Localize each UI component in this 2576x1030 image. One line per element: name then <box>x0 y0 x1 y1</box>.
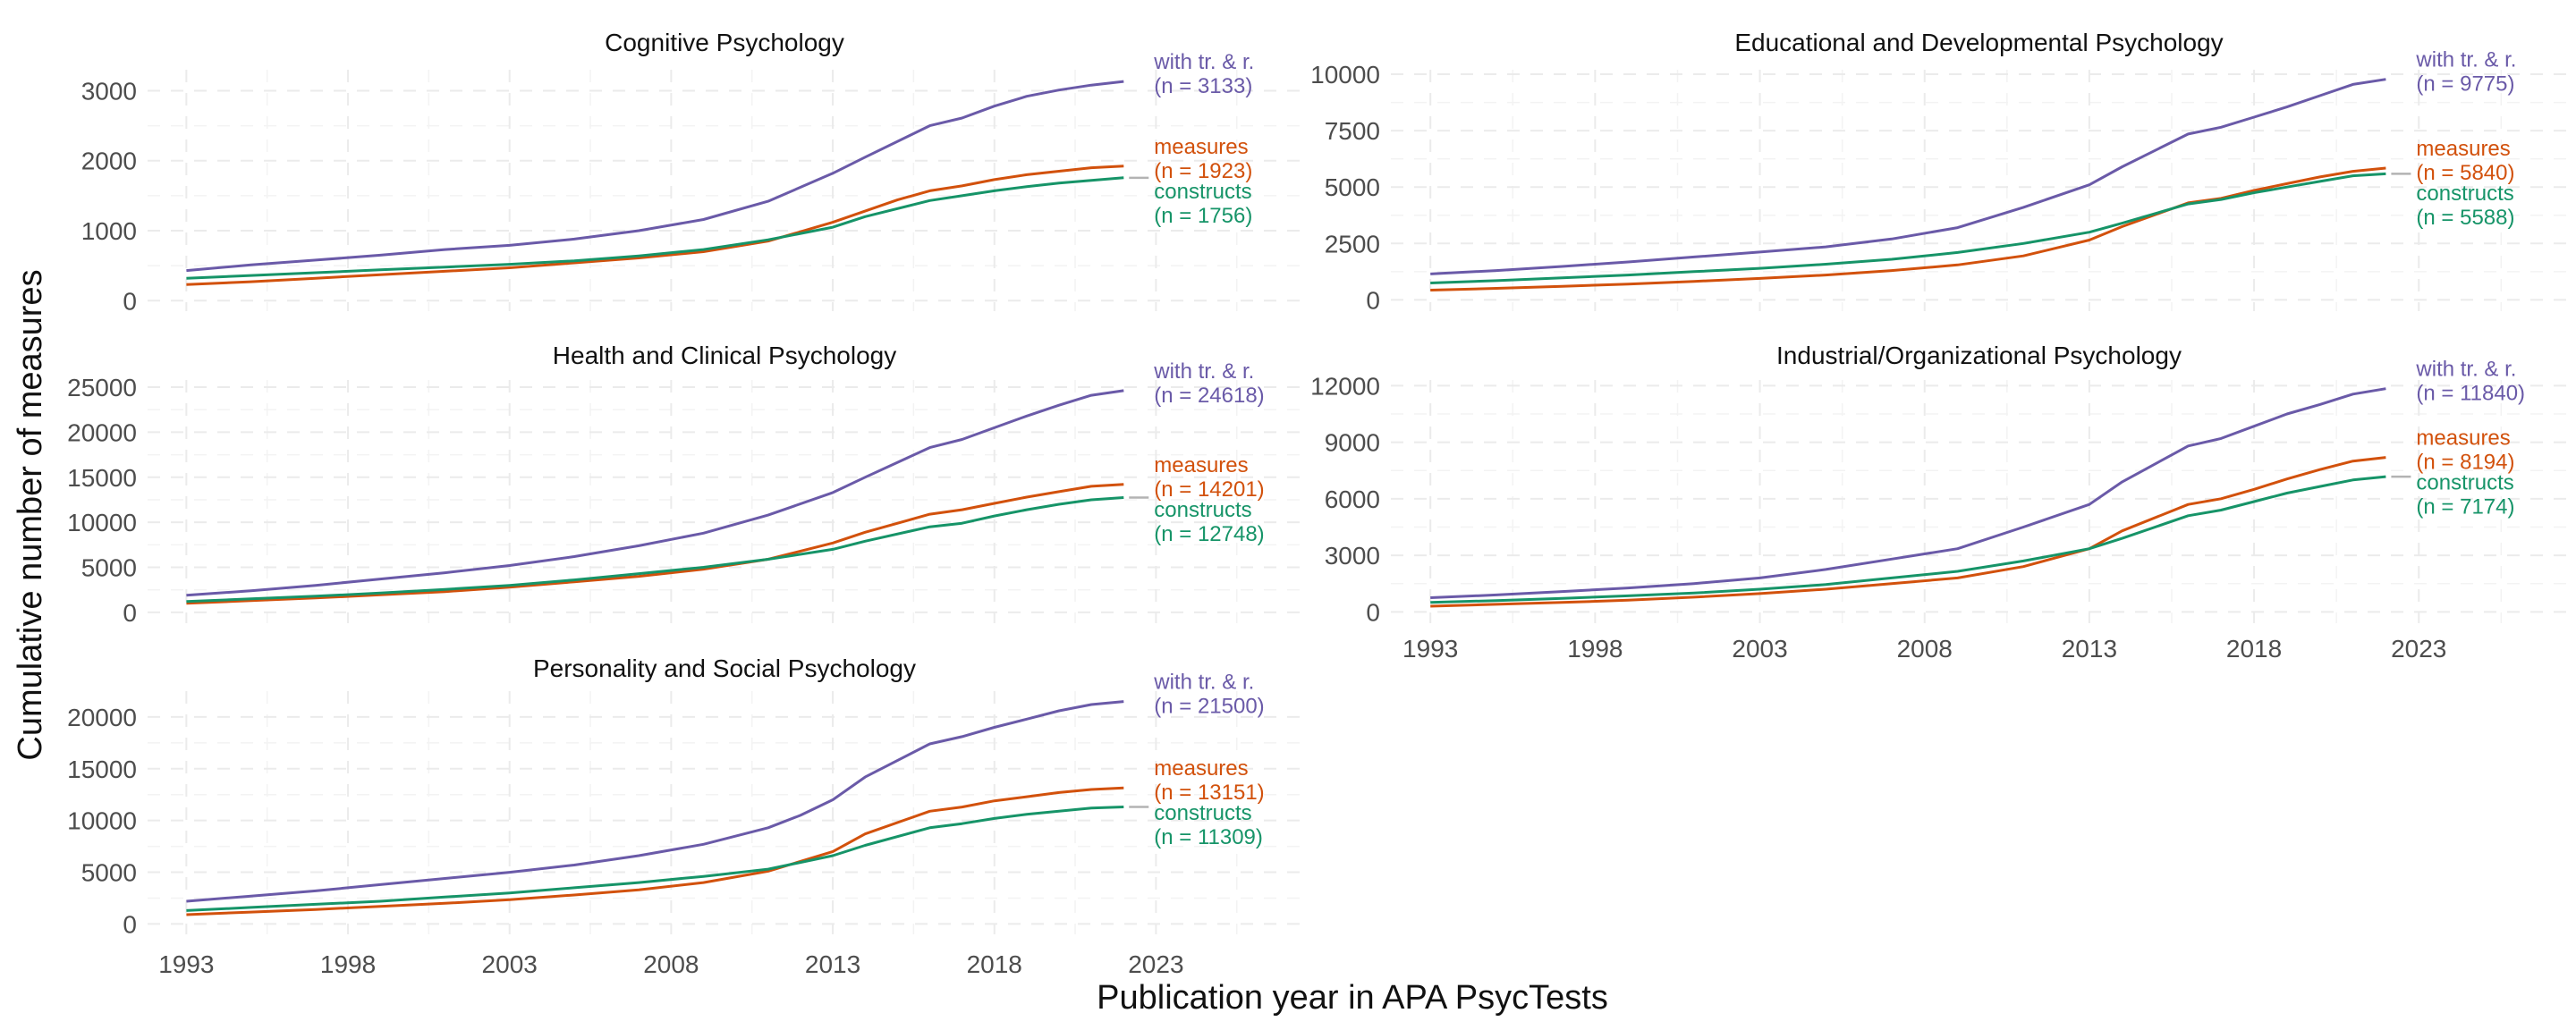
series-line-measures <box>186 786 1124 916</box>
series-label-count: (n = 13151) <box>1154 781 1264 805</box>
series-label-name: measures <box>2416 137 2510 161</box>
series-label-count: (n = 11840) <box>2416 382 2525 406</box>
series-label-count: (n = 8194) <box>2416 451 2514 475</box>
series-line-constructs <box>186 806 1124 912</box>
y-tick-label: 12000 <box>1310 372 1380 400</box>
panel-3: 0 5000 10000 15000 20000 25000 Health and Clin… <box>67 342 1301 627</box>
series-label-count: (n = 12748) <box>1154 522 1264 546</box>
panel-title: Cognitive Psychology <box>605 29 844 56</box>
panel-title: Industrial/Organizational Psychology <box>1776 342 2182 369</box>
y-tick-label: 20000 <box>67 704 137 731</box>
x-tick-label: 2023 <box>2391 635 2446 663</box>
series-label-name: constructs <box>1154 498 1251 522</box>
x-axis-title: Publication year in APA PsycTests <box>1097 979 1608 1017</box>
y-tick-label: 5000 <box>1325 173 1380 201</box>
series-line-measures <box>1430 166 2386 291</box>
series-label-count: (n = 5588) <box>2416 206 2514 230</box>
panel-title: Educational and Developmental Psychology <box>1734 29 2223 56</box>
series-label-name: constructs <box>1154 801 1251 825</box>
y-tick-label: 15000 <box>67 464 137 492</box>
series-label-count: (n = 1923) <box>1154 159 1252 183</box>
y-tick-label: 1000 <box>81 217 137 245</box>
x-tick-label: 1998 <box>320 950 376 978</box>
y-tick-label: 0 <box>1366 598 1380 626</box>
series-label-name: measures <box>2416 426 2510 451</box>
series-label-count: (n = 5840) <box>2416 161 2514 185</box>
series-label-count: (n = 11309) <box>1154 825 1263 849</box>
x-tick-label: 1993 <box>1402 635 1458 663</box>
series-line-measures <box>1430 456 2386 608</box>
x-tick-label: 2003 <box>482 950 538 978</box>
series-line-constructs <box>1430 172 2386 284</box>
x-tick-label: 2013 <box>805 950 860 978</box>
panel-1: 0 1000 2000 3000 Cognitive Psychology with tr… <box>81 29 1301 315</box>
y-tick-label: 2000 <box>81 148 137 175</box>
panel-title: Health and Clinical Psychology <box>553 342 896 369</box>
y-tick-label: 15000 <box>67 756 137 783</box>
x-tick-label: 1998 <box>1567 635 1623 663</box>
series-label-name: with tr. & r. <box>1153 50 1254 74</box>
panel-title: Personality and Social Psychology <box>533 654 916 682</box>
y-tick-label: 20000 <box>67 418 137 446</box>
series-line-constructs <box>186 496 1124 604</box>
y-tick-label: 10000 <box>67 807 137 835</box>
panel-5: 0 5000 10000 15000 20000 1993 1998 2003 2008 2013… <box>67 654 1301 978</box>
y-tick-label: 2500 <box>1325 230 1380 258</box>
y-tick-label: 25000 <box>67 374 137 401</box>
y-tick-label: 0 <box>123 287 137 315</box>
y-tick-label: 10000 <box>67 509 137 536</box>
series-label-name: measures <box>1154 453 1248 477</box>
series-label-name: with tr. & r. <box>1153 359 1254 384</box>
series-label-name: constructs <box>1154 180 1251 204</box>
series-label-name: constructs <box>2416 471 2513 495</box>
x-tick-label: 2018 <box>967 950 1022 978</box>
series-line-with-tr <box>186 389 1124 597</box>
y-tick-label: 5000 <box>81 859 137 887</box>
x-tick-label: 2013 <box>2062 635 2117 663</box>
series-label-count: (n = 1756) <box>1154 204 1252 228</box>
x-tick-label: 1993 <box>158 950 214 978</box>
series-label-count: (n = 9775) <box>2416 72 2514 97</box>
series-label-name: measures <box>1154 756 1248 781</box>
y-tick-label: 5000 <box>81 554 137 582</box>
series-label-count: (n = 21500) <box>1154 695 1264 719</box>
series-line-constructs <box>1430 475 2386 604</box>
y-tick-label: 0 <box>123 599 137 627</box>
x-tick-label: 2018 <box>2226 635 2282 663</box>
panel-4: 0 3000 6000 9000 12000 1993 1998 2003 2008 2013 20… <box>1310 342 2567 663</box>
y-tick-label: 7500 <box>1325 117 1380 145</box>
series-line-with-tr <box>186 700 1124 903</box>
x-tick-label: 2008 <box>1897 635 1953 663</box>
y-tick-label: 3000 <box>81 77 137 105</box>
series-line-with-tr <box>1430 78 2386 275</box>
y-axis-title: Cumulative number of measures <box>12 269 49 760</box>
x-tick-label: 2023 <box>1128 950 1183 978</box>
y-tick-label: 9000 <box>1325 429 1380 457</box>
y-tick-label: 3000 <box>1325 542 1380 570</box>
panels: 0 1000 2000 3000 Cognitive Psychology with tr… <box>67 29 2567 978</box>
series-line-with-tr <box>1430 387 2386 599</box>
x-tick-label: 2003 <box>1732 635 1787 663</box>
x-tick-label: 2008 <box>643 950 699 978</box>
y-tick-label: 0 <box>123 910 137 938</box>
series-label-count: (n = 24618) <box>1154 384 1264 408</box>
series-label-count: (n = 3133) <box>1154 74 1252 98</box>
y-tick-label: 10000 <box>1310 61 1380 89</box>
series-label-name: constructs <box>2416 182 2513 206</box>
y-tick-label: 6000 <box>1325 485 1380 513</box>
series-line-measures <box>186 165 1124 286</box>
series-label-count: (n = 7174) <box>2416 495 2514 519</box>
series-label-name: with tr. & r. <box>2415 48 2516 72</box>
series-label-name: measures <box>1154 135 1248 159</box>
series-label-name: with tr. & r. <box>1153 671 1254 695</box>
y-tick-label: 0 <box>1366 286 1380 314</box>
series-label-count: (n = 14201) <box>1154 477 1264 502</box>
series-line-with-tr <box>186 80 1124 273</box>
series-label-name: with tr. & r. <box>2415 358 2516 382</box>
panel-2: 0 2500 5000 7500 10000 Educational and Develo… <box>1310 29 2567 314</box>
series-line-constructs <box>186 176 1124 280</box>
